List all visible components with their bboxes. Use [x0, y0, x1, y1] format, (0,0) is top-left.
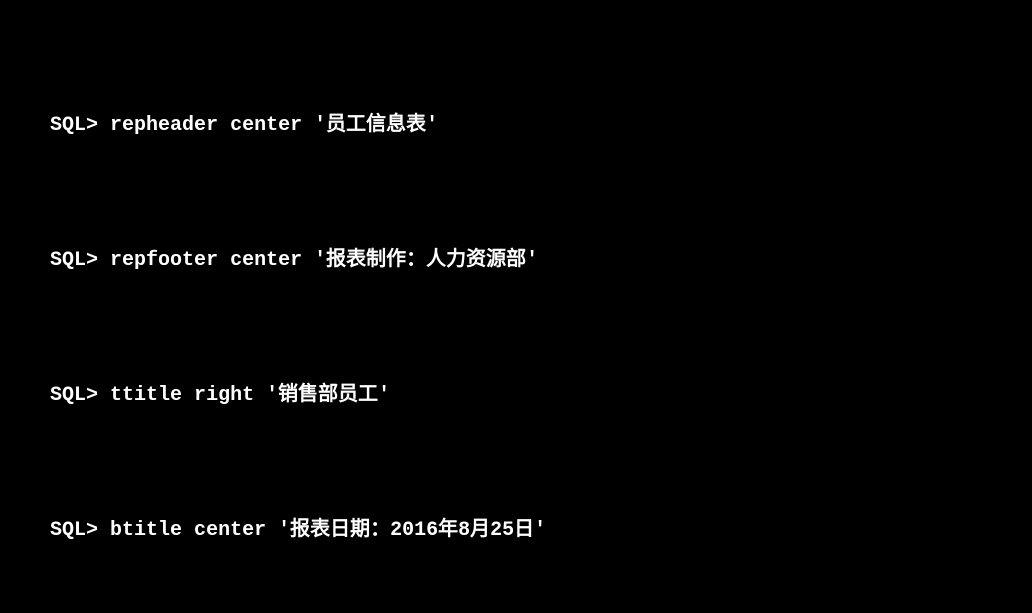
command-line-3: SQL> ttitle right '销售部员工' — [2, 355, 1030, 436]
sql-prompt: SQL> — [50, 519, 98, 542]
command-line-2: SQL> repfooter center '报表制作：人力资源部' — [2, 220, 1030, 301]
sql-prompt: SQL> — [50, 384, 98, 407]
command-text: ttitle right '销售部员工' — [110, 384, 390, 407]
terminal-window[interactable]: SQL> repheader center '员工信息表' SQL> repfo… — [0, 0, 1032, 613]
command-text: repfooter center '报表制作：人力资源部' — [110, 249, 538, 272]
command-line-4: SQL> btitle center '报表日期：2016年8月25日' — [2, 490, 1030, 571]
command-text: repheader center '员工信息表' — [110, 114, 438, 137]
command-text: btitle center '报表日期：2016年8月25日' — [110, 519, 546, 542]
sql-prompt: SQL> — [50, 114, 98, 137]
sql-prompt: SQL> — [50, 249, 98, 272]
command-line-1: SQL> repheader center '员工信息表' — [2, 85, 1030, 166]
